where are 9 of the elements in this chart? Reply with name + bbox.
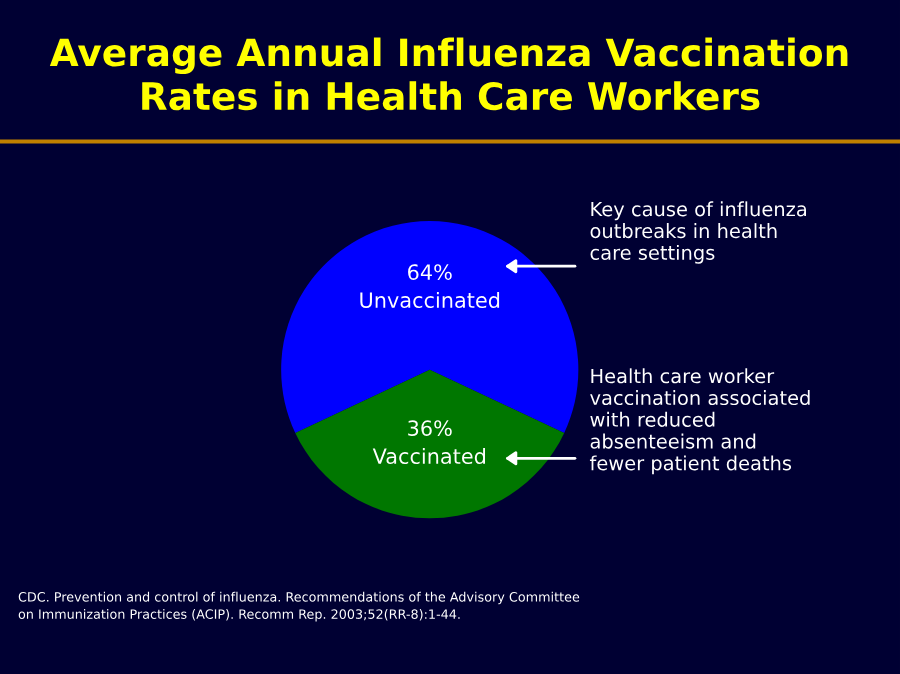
- pie-slice: [281, 221, 579, 433]
- text: Health care worker vaccination associated with reduced absenteeism and fewer patient deaths: [589, 368, 810, 475]
- pie-slice: [295, 369, 565, 519]
- text: Key cause of influenza outbreaks in health care settings: [590, 201, 806, 264]
- data-label: 64%: [408, 264, 452, 280]
- chart-title: Average Annual Influenza Vaccination Rates in Health Care Workers: [49, 37, 848, 111]
- data-label: 36%: [408, 420, 452, 436]
- slice-label: Unvaccinated: [360, 291, 500, 309]
- slice-label: Vaccinated: [372, 447, 485, 465]
